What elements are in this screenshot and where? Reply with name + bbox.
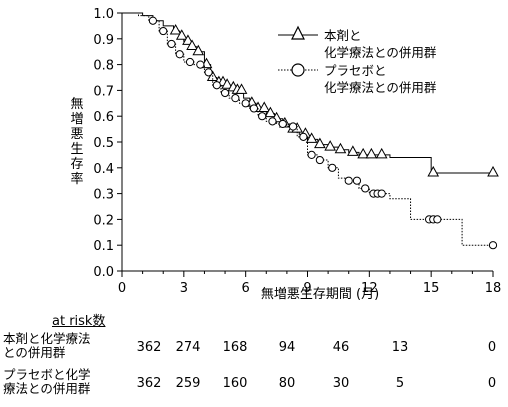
censor-mark	[268, 117, 277, 126]
y-tick-label: 0.4	[93, 162, 114, 177]
censor-mark	[258, 101, 271, 112]
censor-mark	[314, 137, 326, 149]
x-tick-label: 6	[242, 281, 250, 296]
y-tick-label: 1.0	[93, 7, 114, 22]
y-tick-label: 0.5	[93, 136, 114, 151]
at-risk-value: 362	[136, 340, 162, 355]
at-risk-value: 46	[332, 340, 350, 355]
censor-mark	[186, 39, 198, 51]
legend-triangle-icon	[291, 25, 305, 40]
censor-mark	[328, 163, 337, 172]
y-tick-label: 0.9	[93, 33, 114, 48]
at-risk-value: 362	[136, 376, 162, 391]
censor-mark	[249, 104, 259, 113]
censor-mark	[231, 94, 240, 103]
series-line-1	[122, 12, 493, 246]
censor-mark	[346, 145, 359, 156]
y-tick-label: 0.0	[93, 265, 114, 280]
censor-mark	[299, 132, 308, 141]
x-tick-label: 12	[361, 281, 378, 296]
x-axis-label: 無増悪生存期間 (月)	[261, 287, 379, 300]
legend-circle-icon	[291, 63, 305, 77]
y-tick-label: 0.2	[93, 213, 114, 228]
censor-mark	[427, 165, 440, 177]
at-risk-table: at risk数 本剤と化学療法 との併用群 プラセボと化学 療法との併用群 3…	[0, 300, 508, 407]
x-tick-label: 9	[303, 281, 311, 296]
chart-series	[122, 12, 499, 250]
at-risk-value: 0	[487, 376, 497, 391]
censor-mark	[148, 16, 158, 25]
censor-mark	[487, 165, 499, 177]
x-tick-label: 3	[180, 281, 188, 296]
legend-label-1: 化学療法との併用群	[324, 80, 437, 95]
at-risk-value: 168	[222, 340, 248, 355]
x-tick-label: 15	[423, 281, 440, 296]
censor-mark	[235, 83, 248, 94]
series-1	[122, 12, 498, 250]
at-risk-value: 80	[278, 376, 296, 391]
at-risk-value: 0	[487, 340, 497, 355]
at-risk-value: 30	[332, 376, 350, 391]
censor-mark	[241, 99, 250, 108]
censor-mark	[182, 34, 194, 45]
censor-mark	[357, 147, 369, 159]
chart-axes: 0.0 0.1 0.2 0.3 0.4 0.5 0.6 0.7 0.8 0.9 1.0 0 3 6 9 12 1…	[93, 7, 501, 296]
censor-mark	[307, 150, 316, 159]
legend-label-0: 化学療法との併用群	[324, 45, 437, 60]
censor-mark	[196, 60, 205, 69]
at-risk-value: 259	[175, 376, 201, 391]
at-risk-value: 94	[278, 340, 296, 355]
km-chart: 0.0 0.1 0.2 0.3 0.4 0.5 0.6 0.7 0.8 0.9 1.0 0 3 6 9 12 1…	[70, 7, 501, 300]
censor-mark	[278, 119, 287, 129]
censor-mark	[361, 184, 370, 193]
legend-label-1: プラセボと	[324, 63, 387, 78]
at-risk-value: 13	[391, 340, 409, 355]
censor-mark	[167, 39, 176, 49]
y-tick-label: 0.3	[93, 188, 114, 203]
censor-mark	[344, 176, 353, 185]
y-tick-label: 0.8	[93, 59, 114, 74]
censor-mark	[264, 106, 277, 118]
censor-mark	[192, 44, 205, 56]
series-0	[122, 12, 499, 177]
at-risk-row-label-1: プラセボと化学 療法との併用群	[3, 367, 91, 396]
censor-mark	[175, 50, 184, 59]
censor-mark	[185, 57, 195, 67]
censor-mark	[169, 24, 182, 35]
censor-mark	[212, 81, 221, 90]
y-axis-label: 無増悪生存率	[70, 97, 83, 187]
censor-mark	[258, 112, 267, 121]
censor-mark	[433, 215, 442, 224]
censor-mark	[220, 88, 230, 98]
y-tick-label: 0.7	[93, 84, 114, 99]
censor-mark	[324, 140, 337, 151]
at-risk-title: at risk数	[52, 314, 106, 329]
at-risk-row-label-0: 本剤と化学療法 との併用群	[3, 331, 91, 360]
censor-mark	[159, 26, 168, 36]
censor-mark	[204, 68, 213, 77]
censor-mark	[375, 147, 388, 159]
legend-label-0: 本剤と	[324, 28, 362, 43]
censor-mark	[488, 241, 498, 250]
censor-mark	[288, 122, 298, 131]
censor-mark	[377, 189, 386, 198]
censor-mark	[305, 132, 318, 143]
at-risk-value: 5	[395, 376, 405, 391]
at-risk-value: 274	[175, 340, 201, 355]
y-tick-label: 0.6	[93, 110, 114, 125]
censor-mark	[365, 147, 378, 159]
censor-mark	[221, 78, 233, 89]
x-tick-label: 0	[118, 281, 126, 296]
censor-mark	[352, 176, 362, 185]
censor-mark	[175, 29, 188, 40]
censor-mark	[334, 142, 347, 154]
y-tick-label: 0.1	[93, 239, 114, 254]
at-risk-value: 160	[222, 376, 248, 391]
x-tick-label: 18	[485, 281, 502, 296]
censor-mark	[315, 155, 324, 165]
